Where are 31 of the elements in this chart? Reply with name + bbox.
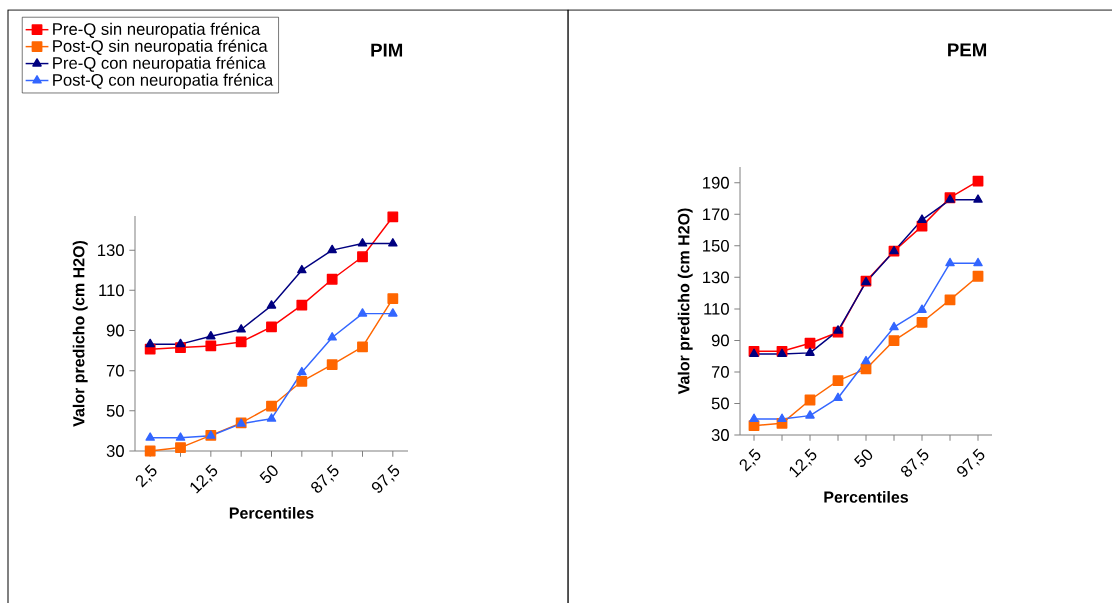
y-axis-title: Valor predicho (cm H2O) (72, 240, 88, 427)
y-tick-label: 90 (106, 324, 124, 337)
x-tick-label: 97,5 (371, 464, 400, 493)
y-tick-label: 150 (703, 239, 729, 252)
y-tick-label: 50 (711, 397, 729, 410)
y-tick-label: 110 (99, 284, 124, 297)
chart-title: PEM (948, 43, 987, 57)
y-tick-label: 90 (711, 334, 729, 347)
chart-title: PIM (371, 43, 403, 57)
y-tick-label: 170 (703, 208, 729, 221)
y-tick-label: 70 (711, 366, 729, 378)
legend-label: Pre-Q sin neuropatia frénica (53, 22, 261, 39)
y-tick-label: 110 (704, 302, 729, 315)
y-axis-title: Valor predicho (cm H2O) (677, 208, 693, 395)
x-tick-label: 50 (854, 449, 873, 468)
x-tick-label: 2,5 (739, 448, 761, 472)
y-tick-label: 190 (703, 176, 729, 189)
x-axis-title: Percentiles (229, 507, 314, 519)
legend-label: Post-Q con neuropatia frénica (53, 73, 274, 90)
y-tick-label: 50 (106, 404, 124, 417)
y-tick-label: 130 (98, 244, 124, 257)
x-tick-label: 2,5 (135, 464, 157, 488)
y-tick-label: 30 (106, 445, 124, 457)
y-tick-label: 130 (703, 271, 729, 284)
legend-label: Post-Q sin neuropatia frénica (53, 39, 268, 56)
y-tick-label: 70 (106, 364, 124, 377)
x-tick-label: 12,5 (190, 464, 218, 494)
y-tick-label: 30 (711, 429, 729, 441)
legend-label: Pre-Q con neuropatia frénica (53, 56, 266, 73)
x-axis-title: Percentiles (824, 491, 909, 503)
x-tick-label: 50 (259, 465, 278, 484)
